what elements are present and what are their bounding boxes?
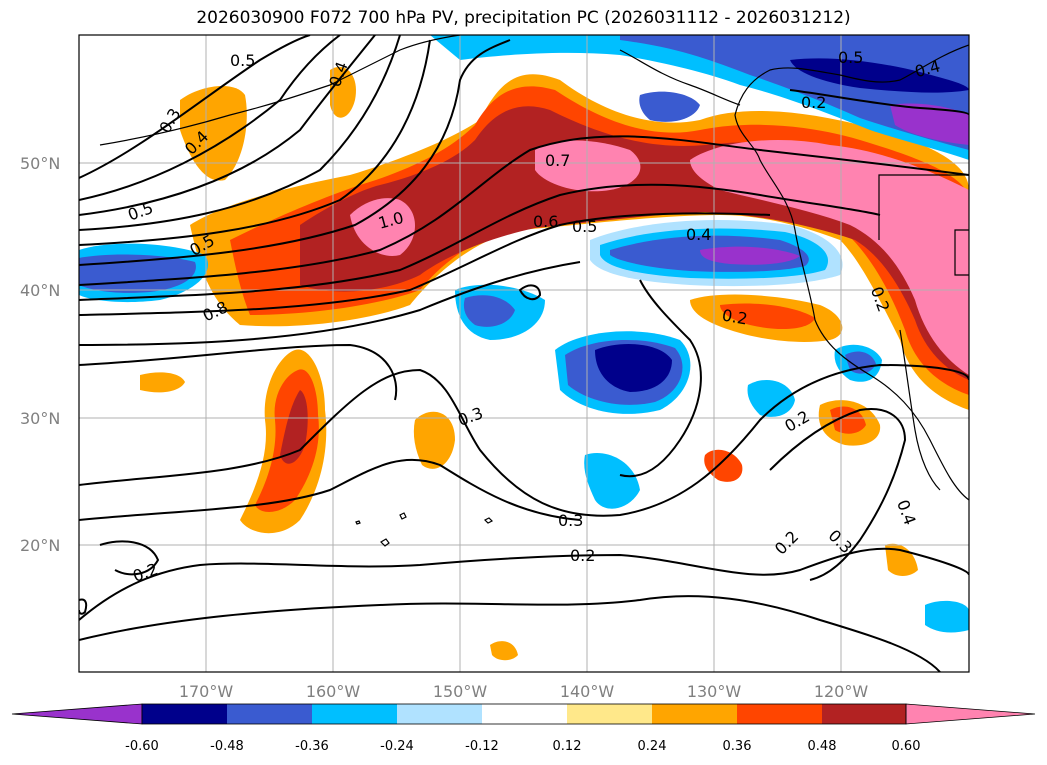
- colorbar-segment: [822, 704, 906, 724]
- colorbar-segment: [482, 704, 567, 724]
- lon-label: 120°W: [814, 682, 869, 701]
- colorbar-label: -0.36: [295, 739, 329, 754]
- lon-label: 170°W: [179, 682, 234, 701]
- contour-label: 0.2: [801, 93, 826, 112]
- colorbar-label: 0.12: [553, 739, 582, 754]
- colorbar-label: -0.12: [465, 739, 499, 754]
- colorbar-label: -0.48: [210, 739, 244, 754]
- lat-label: 50°N: [20, 154, 60, 173]
- contour-label: 0.4: [686, 225, 711, 244]
- longitude-labels: 170°W 160°W 150°W 140°W 130°W 120°W: [179, 682, 869, 701]
- colorbar-frame: [141, 703, 907, 725]
- negative-anomaly-north: [430, 35, 969, 160]
- positive-anomaly-subtropical: [140, 294, 918, 661]
- colorbar-label: 0.60: [892, 739, 921, 754]
- contour-label: 0.3: [558, 511, 583, 530]
- lat-label: 20°N: [20, 536, 60, 555]
- contour-label: 0.2: [570, 546, 595, 565]
- contour-label: 0.7: [545, 151, 570, 170]
- colorbar: -0.60 -0.48 -0.36 -0.24 -0.12 0.12 0.24 …: [11, 703, 1036, 754]
- pv-contours: [79, 35, 969, 672]
- colorbar-segment: [227, 704, 312, 724]
- negative-anomaly-east: [455, 220, 969, 633]
- colorbar-label: -0.60: [125, 739, 159, 754]
- colorbar-label: 0.36: [723, 739, 752, 754]
- colorbar-segment: [312, 704, 397, 724]
- colorbar-segment: [652, 704, 737, 724]
- colorbar-segment: [567, 704, 652, 724]
- contour-label: 0.5: [230, 51, 255, 70]
- contour-label: 0.5: [572, 217, 597, 236]
- colorbar-segment: [142, 704, 227, 724]
- lon-label: 130°W: [687, 682, 742, 701]
- contour-label: 0.2: [721, 305, 749, 328]
- colorbar-segment: [397, 704, 482, 724]
- lon-label: 150°W: [433, 682, 488, 701]
- map-frame: [78, 34, 970, 673]
- graticule: [79, 35, 969, 672]
- colorbar-extend-min: [11, 703, 143, 725]
- colorbar-segment: [737, 704, 822, 724]
- colorbar-label: -0.24: [380, 739, 414, 754]
- lon-label: 140°W: [560, 682, 615, 701]
- colorbar-labels: -0.60 -0.48 -0.36 -0.24 -0.12 0.12 0.24 …: [125, 739, 920, 754]
- contour-label: 0.6: [533, 212, 558, 231]
- latitude-labels: 50°N 40°N 30°N 20°N: [20, 154, 60, 555]
- map-title: 2026030900 F072 700 hPa PV, precipitatio…: [196, 8, 851, 28]
- contour-label: 0.5: [838, 48, 863, 67]
- colorbar-label: 0.48: [808, 739, 837, 754]
- coastlines: [99, 35, 969, 547]
- lat-label: 30°N: [20, 409, 60, 428]
- colorbar-extend-max: [905, 703, 1036, 725]
- lat-label: 40°N: [20, 281, 60, 300]
- lon-label: 160°W: [306, 682, 361, 701]
- colorbar-label: 0.24: [638, 739, 667, 754]
